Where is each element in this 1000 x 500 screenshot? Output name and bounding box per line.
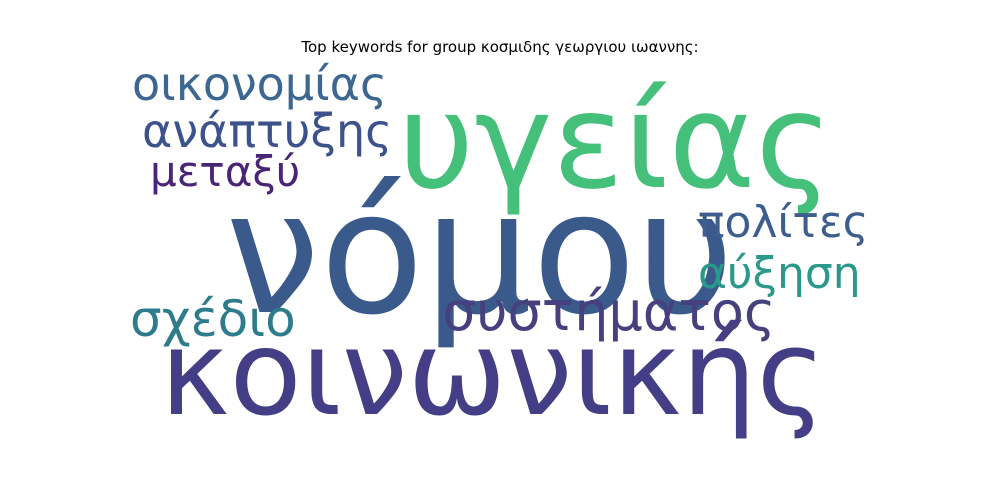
- word-3: υγείας: [398, 65, 833, 219]
- word-1: νόμου: [225, 155, 735, 353]
- word-2: κοινωνικής: [160, 304, 826, 442]
- word-9: αύξηση: [698, 248, 861, 299]
- word-7: σχέδιο: [130, 290, 296, 348]
- word-8: πολίτες: [698, 197, 868, 248]
- word-4: συστήματος: [442, 280, 776, 343]
- word-10: μεταξύ: [150, 147, 300, 196]
- word-5: οικονομίας: [132, 57, 387, 111]
- chart-title: Top keywords for group κοσμιδης γεωργιου…: [301, 38, 699, 56]
- word-6: ανάπτυξης: [142, 104, 392, 158]
